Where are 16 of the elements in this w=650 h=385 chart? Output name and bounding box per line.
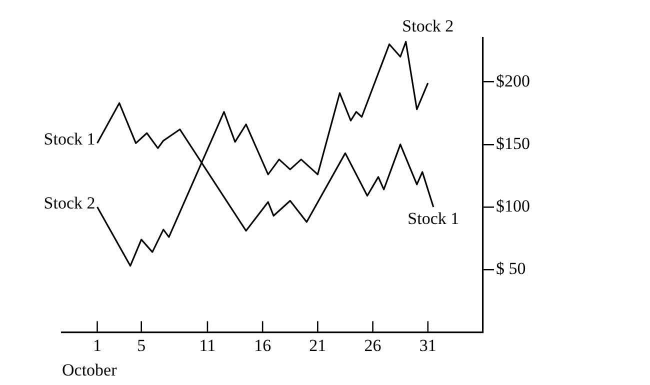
- y-tick-label: $150: [496, 134, 530, 153]
- series-label: Stock 2: [44, 193, 96, 212]
- x-tick-label: 16: [254, 336, 272, 355]
- x-tick-label: 21: [309, 336, 326, 355]
- y-tick-label: $100: [496, 196, 530, 216]
- y-tick-label: $200: [496, 71, 530, 90]
- text: Stock 1: [408, 208, 460, 228]
- x-tick-label: 31: [419, 336, 436, 355]
- series-label: Stock 1: [44, 130, 96, 149]
- x-tick-label: 11: [199, 336, 216, 355]
- y-tick-label: $ 50: [496, 259, 526, 278]
- text: Stock 2: [402, 16, 454, 36]
- x-axis-title: October: [62, 360, 118, 380]
- x-tick-label: 5: [137, 336, 146, 355]
- x-tick-label: 1: [93, 336, 102, 355]
- x-tick-label: 26: [364, 336, 382, 355]
